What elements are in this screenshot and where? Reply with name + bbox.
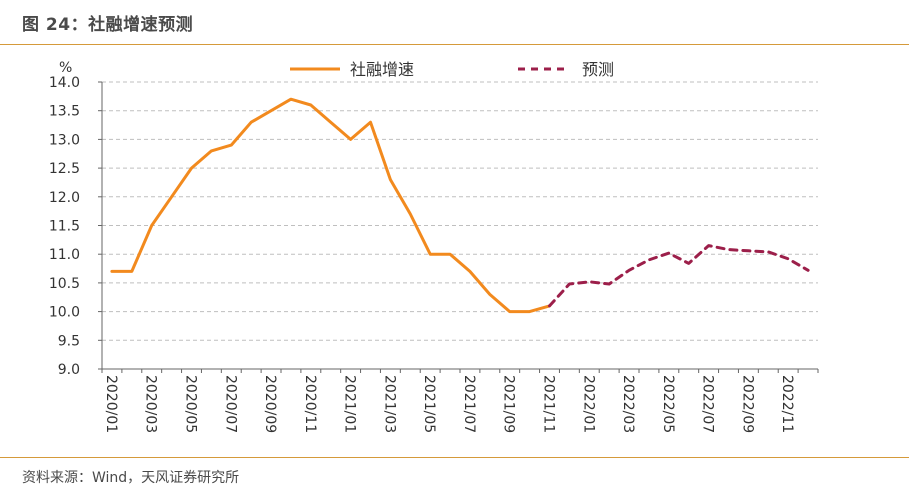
series-lines (110, 97, 810, 314)
y-tick-label: 10.0 (49, 305, 80, 321)
x-tick-label: 2020/09 (262, 375, 278, 433)
y-unit-label: % (59, 60, 72, 76)
x-tick-label: 2022/11 (779, 375, 795, 433)
x-tick-label: 2021/09 (501, 375, 517, 433)
x-tick-label: 2020/03 (143, 375, 159, 433)
y-tick-label: 12.0 (49, 190, 80, 206)
x-tick-label: 2020/05 (183, 375, 199, 433)
x-tick-label: 2022/01 (580, 375, 596, 433)
y-tick-label: 13.0 (49, 132, 80, 148)
x-tick-label: 2020/01 (103, 375, 119, 433)
series-line-forecast (548, 244, 810, 308)
y-tick-label: 9.5 (58, 333, 80, 349)
y-tick-label: 11.0 (49, 247, 80, 263)
y-tick-label: 12.5 (49, 161, 80, 177)
legend: 社融增速 预测 (290, 60, 614, 79)
y-axis: 9.0 9.5 10.0 10.5 11.0 11.5 12.0 12.5 13.0 13.5 14… (49, 60, 103, 378)
title-bar: 图 24：社融增速预测 (0, 0, 909, 45)
legend-forecast-label: 预测 (582, 60, 614, 79)
x-tick-label: 2021/03 (381, 375, 397, 433)
y-tick-label: 11.5 (49, 219, 80, 235)
figure-title: 图 24：社融增速预测 (22, 15, 194, 35)
y-tick-label: 14.0 (49, 75, 80, 91)
x-tick-label: 2022/07 (700, 375, 716, 433)
legend-actual-label: 社融增速 (350, 60, 414, 79)
x-tick-label: 2020/07 (222, 375, 238, 433)
x-tick-label: 2020/11 (302, 375, 318, 433)
series-line-actual (110, 97, 551, 314)
chart-area: 9.0 9.5 10.0 10.5 11.0 11.5 12.0 12.5 13.0 13.5 14… (0, 45, 909, 450)
x-tick-label: 2021/07 (461, 375, 477, 433)
source-bar: 资料来源：Wind，天风证券研究所 (0, 457, 909, 501)
x-tick-label: 2022/03 (620, 375, 636, 433)
y-tick-label: 9.0 (58, 362, 80, 378)
gridlines (102, 81, 818, 341)
x-axis: 2020/01 2020/03 2020/05 2020/07 2020/09 2020/… (101, 368, 819, 433)
x-tick-label: 2022/05 (660, 375, 676, 433)
y-tick-label: 13.5 (49, 104, 80, 120)
x-tick-label: 2022/09 (739, 375, 755, 433)
source-note: 资料来源：Wind，天风证券研究所 (22, 470, 240, 486)
y-tick-label: 10.5 (49, 276, 80, 292)
x-tick-label: 2021/05 (421, 375, 437, 433)
x-tick-label: 2021/11 (541, 375, 557, 433)
line-chart: 9.0 9.5 10.0 10.5 11.0 11.5 12.0 12.5 13.0 13.5 14… (49, 60, 819, 433)
x-tick-label: 2021/01 (342, 375, 358, 433)
